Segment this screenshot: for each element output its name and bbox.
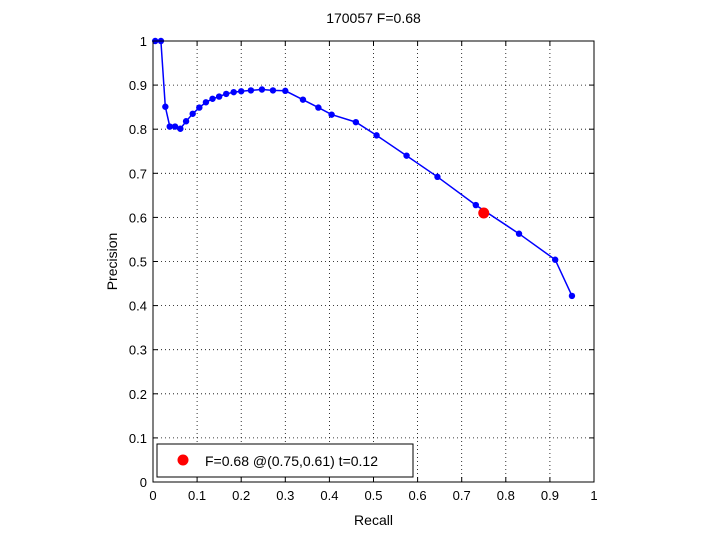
pr-curve-point [171, 123, 179, 130]
x-tick-label: 0.7 [453, 488, 471, 503]
x-tick-label: 0 [149, 488, 156, 503]
x-tick-label: 0.1 [188, 488, 206, 503]
pr-curve-point [328, 111, 335, 118]
pr-curve-point [166, 123, 173, 130]
pr-curve-point [472, 201, 480, 209]
y-tick-label: 0.6 [129, 210, 147, 225]
pr-curve-point [434, 173, 441, 181]
legend-box [156, 443, 414, 478]
series-layer [152, 37, 576, 300]
pr-curve-point [215, 93, 223, 100]
chart-title: 170057 F=0.68 [326, 10, 421, 26]
pr-curve-point [515, 230, 523, 237]
y-tick-label: 0.2 [129, 387, 147, 402]
y-tick-label: 1 [140, 34, 147, 49]
y-axis-label: Precision [104, 233, 120, 291]
x-tick-label: 0.2 [232, 488, 250, 503]
x-tick-label: 1 [590, 488, 597, 503]
x-tick-label: 0.5 [364, 488, 382, 503]
x-tick-label: 0.8 [497, 488, 515, 503]
y-tick-label: 0 [140, 475, 147, 490]
y-tick-label: 0.1 [129, 431, 147, 446]
x-tick-label: 0.3 [276, 488, 294, 503]
best-f-point [478, 207, 490, 219]
y-tick-label: 0.7 [129, 166, 147, 181]
pr-curve-point [269, 87, 277, 94]
pr-curve-point [209, 95, 216, 102]
y-tick-label: 0.3 [129, 343, 147, 358]
pr-curve-point [551, 256, 559, 263]
legend-label: F=0.68 @(0.75,0.61) t=0.12 [205, 453, 378, 469]
y-tick-label: 0.8 [129, 122, 147, 137]
pr-curve-point [247, 87, 255, 94]
pr-curve-point [189, 110, 196, 117]
pr-curve-point [162, 103, 169, 110]
x-tick-label: 0.9 [541, 488, 559, 503]
y-tick-label: 0.9 [129, 78, 147, 93]
legend: F=0.68 @(0.75,0.61) t=0.12 [156, 443, 414, 478]
pr-curve-point [202, 99, 210, 106]
pr-curve-point [230, 88, 237, 96]
axes-frame [152, 40, 595, 483]
pr-curve-point [238, 88, 245, 95]
pr-curve-point [282, 87, 289, 95]
y-tick-label: 0.4 [129, 299, 147, 314]
x-axis-label: Recall [354, 512, 393, 528]
pr-curve-point [299, 96, 307, 103]
pr-curve-point [177, 125, 184, 132]
pr-curve-point [315, 104, 322, 111]
pr-curve-point [258, 86, 266, 93]
pr-curve-point [568, 292, 576, 300]
grid-lines [153, 41, 594, 482]
x-tick-label: 0.6 [409, 488, 427, 503]
pr-curve-point [373, 132, 380, 139]
pr-curve-point [223, 90, 230, 98]
pr-curve-point [196, 104, 203, 111]
axis-ticks: 0 0.1 0.2 0.3 0.4 0.5 0.6 0.7 0.8 0.9 1 0 0.1 0.2 0.3 0… [129, 34, 598, 503]
y-tick-label: 0.5 [129, 255, 147, 270]
pr-curve-point [182, 118, 190, 125]
legend-marker [177, 454, 189, 466]
pr-curve-point [403, 152, 410, 159]
pr-curve-point [352, 118, 360, 126]
x-tick-label: 0.4 [320, 488, 338, 503]
